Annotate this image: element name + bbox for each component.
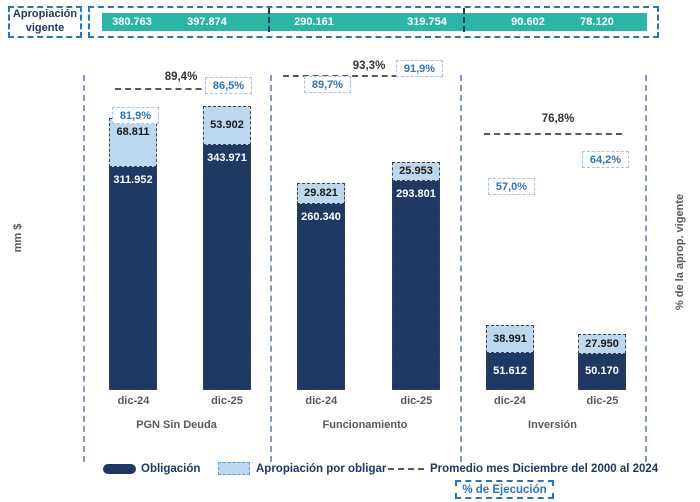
obligacion-segment: 293.801 [392,181,440,390]
pct-ejecucion-label: 64,2% [582,151,629,168]
por-obligar-segment: 38.991 [486,325,534,353]
legend-swatch-obligacion [103,464,136,474]
x-axis-label: dic-25 [586,395,619,407]
por-obligar-segment: 29.821 [297,183,345,204]
apropiacion-vigente-title: Apropiación vigente [12,8,78,34]
obligacion-value-label: 50.170 [585,365,619,377]
stacked-bar: 27.950 50.170 [578,334,626,390]
apropiacion-vigente-value: 290.161 [294,16,334,28]
panel-separator [645,75,647,462]
obligacion-segment: 260.340 [297,204,345,390]
banner-separator [268,8,270,32]
legend-label-obligacion: Obligación [141,463,201,475]
panel-separator [460,75,462,462]
pct-ejecucion-badge-label: % de Ejecución [462,483,547,496]
promedio-line [115,88,252,90]
por-obligar-segment: 53.902 [203,106,251,145]
pct-ejecucion-label: 91,9% [396,60,443,77]
banner-separator [463,8,465,32]
por-obligar-value-label: 25.953 [399,165,433,177]
apropiacion-vigente-banner: 380.763 397.874 290.161 319.754 90.602 78.120 [88,6,659,38]
obligacion-value-label: 311.952 [113,174,153,186]
stacked-bar: 68.811 311.952 [109,118,157,390]
apropiacion-vigente-bar: 380.763 397.874 290.161 319.754 90.602 78.120 [102,13,647,31]
por-obligar-value-label: 38.991 [493,332,527,345]
por-obligar-value-label: 29.821 [304,187,338,199]
pct-ejecucion-label: 89,7% [304,76,351,93]
por-obligar-value-label: 27.950 [585,337,619,350]
pct-ejecucion-label: 86,5% [205,77,252,94]
x-axis-label: dic-25 [211,395,243,407]
por-obligar-segment: 27.950 [578,334,626,354]
group-label: PGN Sin Deuda [136,419,217,431]
legend-swatch-por-obligar [218,462,250,475]
obligacion-value-label: 260.340 [301,211,341,223]
apropiacion-vigente-value: 90.602 [511,16,545,28]
pct-ejecucion-label: 81,9% [112,107,159,124]
obligacion-value-label: 343.971 [207,152,247,164]
x-axis-label: dic-24 [117,395,150,407]
pct-ejecucion-badge: % de Ejecución [455,480,554,499]
x-axis-label: dic-24 [305,395,338,407]
group-label: Inversión [528,419,577,431]
obligacion-value-label: 51.612 [493,364,527,377]
promedio-line [484,133,622,135]
obligacion-segment: 51.612 [486,353,534,390]
legend-label-por-obligar: Apropiación por obligar [256,463,387,475]
stacked-bar: 25.953 293.801 [392,162,440,390]
panel-separator [270,75,272,462]
por-obligar-value-label: 53.902 [210,119,244,131]
obligacion-segment: 311.952 [109,167,157,390]
obligacion-segment: 343.971 [203,145,251,390]
stacked-bar: 53.902 343.971 [203,106,251,390]
pct-ejecucion-label: 57,0% [488,178,535,195]
panel-separator [83,75,85,462]
promedio-pct-label: 93,3% [352,60,386,72]
por-obligar-segment: 25.953 [392,162,440,181]
por-obligar-value-label: 68.811 [116,126,150,138]
apropiacion-vigente-value: 380.763 [112,16,152,28]
apropiacion-vigente-title-box: Apropiación vigente [8,6,82,38]
promedio-pct-label: 89,4% [164,71,198,83]
apropiacion-vigente-value: 78.120 [580,16,614,28]
group-label: Funcionamiento [322,419,408,431]
x-axis-label: dic-25 [400,395,433,407]
obligacion-value-label: 293.801 [396,188,436,200]
apropiacion-vigente-value: 319.754 [407,16,447,28]
por-obligar-segment: 68.811 [109,118,157,167]
legend-label-promedio: Promedio mes Diciembre del 2000 al 2024 [430,463,659,475]
x-axis-label: dic-24 [494,395,526,407]
stacked-bar: 29.821 260.340 [297,183,345,390]
apropiacion-vigente-value: 397.874 [187,16,227,28]
promedio-line [283,75,437,77]
legend-swatch-promedio-line [388,468,424,470]
promedio-pct-label: 76,8% [541,113,575,125]
obligacion-segment: 50.170 [578,354,626,390]
stacked-bar: 38.991 51.612 [486,325,534,390]
